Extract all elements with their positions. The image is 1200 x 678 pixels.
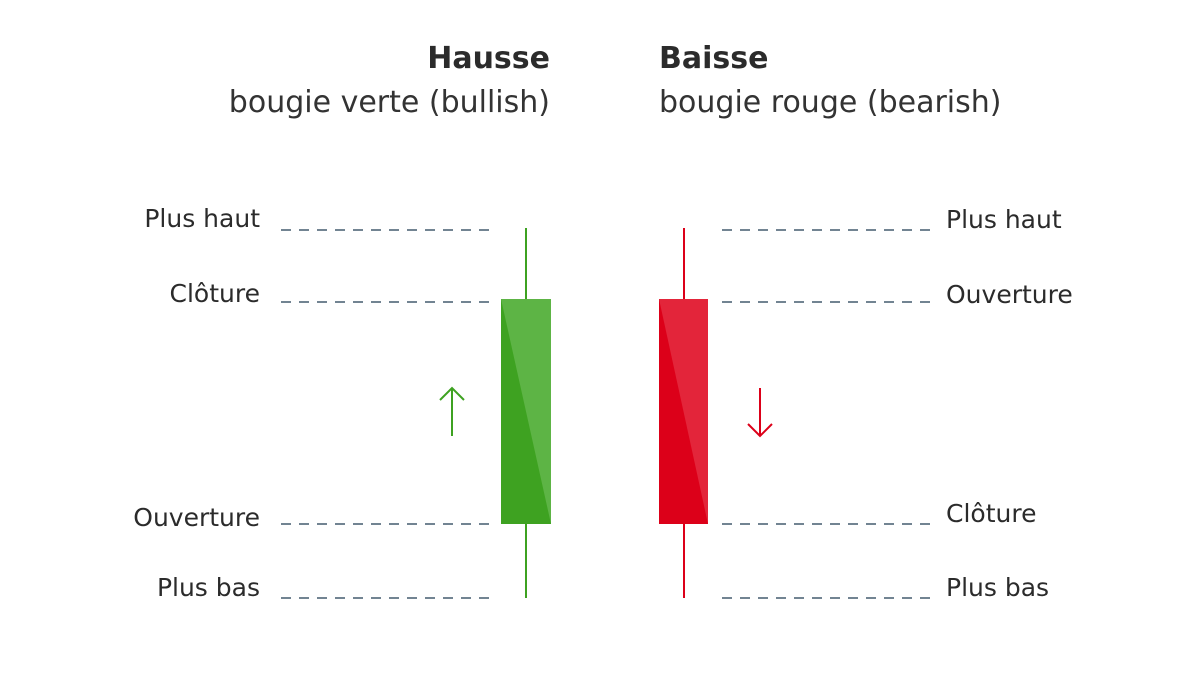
bearish-label-close: Clôture (946, 499, 1037, 528)
bearish-candle (659, 228, 708, 598)
bullish-guides (281, 229, 490, 599)
arrow-up-icon (439, 386, 465, 436)
bearish-subtitle: bougie rouge (bearish) (659, 85, 1002, 120)
bullish-label-low: Plus bas (156, 573, 260, 602)
bullish-label-close: Clôture (169, 279, 260, 308)
bullish-title: Hausse (427, 41, 550, 76)
bearish-guides (722, 229, 932, 599)
arrow-down-icon (747, 388, 773, 438)
bullish-subtitle: bougie verte (bullish) (228, 85, 550, 120)
bullish-label-open: Ouverture (133, 503, 260, 532)
bullish-candle (501, 228, 551, 598)
bullish-label-high: Plus haut (144, 204, 260, 233)
bearish-label-low: Plus bas (946, 573, 1050, 602)
bearish-title: Baisse (659, 41, 769, 76)
bullish-body-highlight (501, 299, 551, 524)
bearish-label-open: Ouverture (946, 280, 1073, 309)
bearish-body-highlight (659, 299, 708, 524)
bearish-label-high: Plus haut (946, 205, 1062, 234)
